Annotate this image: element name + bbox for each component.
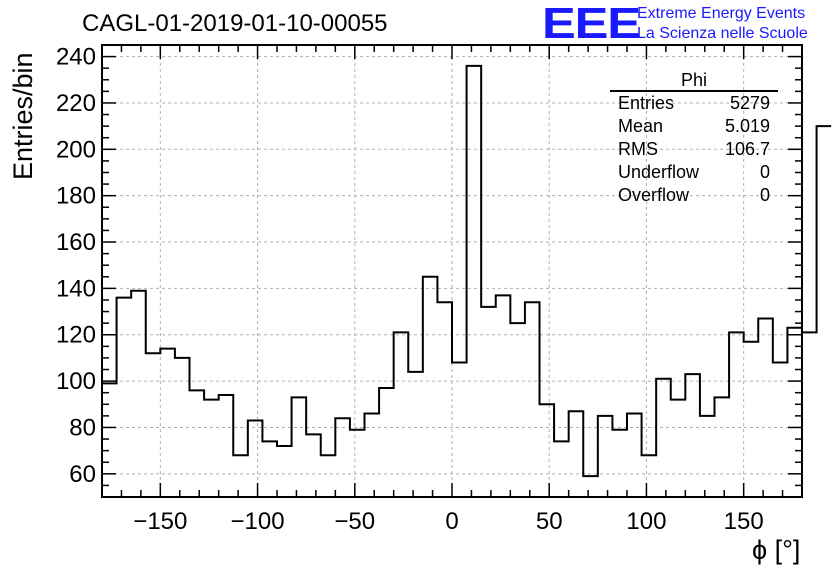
histogram-bin xyxy=(102,383,117,497)
histogram-bin xyxy=(394,332,409,497)
x-tick-label: 0 xyxy=(445,508,458,535)
stats-label: Overflow xyxy=(618,185,690,205)
histogram-bin xyxy=(656,379,671,497)
histogram-bin xyxy=(758,319,773,497)
histogram-bin xyxy=(408,372,423,497)
histogram-bin xyxy=(627,414,642,497)
histogram-bin xyxy=(817,126,832,497)
stats-title: Phi xyxy=(610,70,778,92)
histogram-bin xyxy=(685,374,700,497)
histogram-bin xyxy=(467,66,482,497)
histogram-bars xyxy=(102,64,832,497)
histogram-bin xyxy=(510,323,525,497)
stats-label: Underflow xyxy=(618,162,700,182)
x-tick-label: 50 xyxy=(536,508,563,535)
x-axis-label: ϕ [°] xyxy=(752,535,801,565)
histogram-bin xyxy=(262,441,277,497)
stats-row: Underflow 0 xyxy=(610,161,778,184)
histogram-bin xyxy=(583,476,598,497)
y-tick-label: 80 xyxy=(69,414,96,441)
histogram-bin xyxy=(233,455,248,497)
chart-title: CAGL-01-2019-01-10-00055 xyxy=(82,10,388,37)
histogram-bin xyxy=(525,302,540,497)
y-tick-label: 220 xyxy=(56,90,96,117)
histogram-bin xyxy=(671,400,686,497)
histogram-bin xyxy=(379,388,394,497)
x-tick-label: −50 xyxy=(334,508,375,535)
histogram-bin xyxy=(350,430,365,497)
histogram-bin xyxy=(437,302,452,497)
y-axis-label: Entries/bin xyxy=(8,52,38,180)
histogram-bin xyxy=(452,363,467,497)
stats-value: 5.019 xyxy=(724,116,770,136)
y-tick-label: 160 xyxy=(56,229,96,256)
histogram-bin xyxy=(481,307,496,497)
stats-value: 0 xyxy=(759,185,770,205)
histogram-bin xyxy=(292,397,307,497)
histogram-bin xyxy=(117,298,132,497)
x-tick-label: 100 xyxy=(626,508,666,535)
stats-value: 5279 xyxy=(729,93,770,113)
eee-logo: EEE xyxy=(542,0,641,48)
stats-value: 0 xyxy=(759,162,770,182)
histogram-bin xyxy=(131,291,146,497)
histogram-bin xyxy=(306,434,321,497)
histogram-bin xyxy=(146,353,161,497)
histogram-bin xyxy=(540,404,555,497)
histogram-bin xyxy=(715,397,730,497)
histogram-bin xyxy=(190,390,205,497)
logo-caption-line2: La Scienza nelle Scuole xyxy=(637,25,808,42)
x-tick-label: 150 xyxy=(724,508,764,535)
histogram-bin xyxy=(598,416,613,497)
histogram-bin xyxy=(642,455,657,497)
logo-caption: Extreme Energy Events La Scienza nelle S… xyxy=(637,4,808,44)
histogram-bin xyxy=(219,395,234,497)
stats-row: Overflow 0 xyxy=(610,184,778,207)
histogram-bin xyxy=(554,441,569,497)
y-tick-label: 100 xyxy=(56,368,96,395)
y-tick-label: 200 xyxy=(56,136,96,163)
histogram-bin xyxy=(729,332,744,497)
histogram-bin xyxy=(277,446,292,497)
y-tick-label: 240 xyxy=(56,44,96,71)
stats-value: 106.7 xyxy=(724,139,770,159)
histogram-bin xyxy=(248,421,263,497)
stats-row: Entries 5279 xyxy=(610,92,778,115)
histogram-outline xyxy=(102,64,832,478)
histogram-bin xyxy=(321,455,336,497)
histogram-bin xyxy=(423,277,438,497)
histogram-bin xyxy=(612,430,627,497)
y-tick-label: 140 xyxy=(56,275,96,302)
histogram-bin xyxy=(700,416,715,497)
histogram-bin xyxy=(204,400,219,497)
histogram-bin xyxy=(365,414,380,497)
histogram-bin xyxy=(496,295,511,497)
histogram-bin xyxy=(335,418,350,497)
stats-label: Entries xyxy=(618,93,675,113)
y-tick-label: 180 xyxy=(56,183,96,210)
logo-caption-line1: Extreme Energy Events xyxy=(637,5,806,22)
x-tick-label: −100 xyxy=(231,508,285,535)
stats-label: Mean xyxy=(618,116,664,136)
stats-row: RMS 106.7 xyxy=(610,138,778,161)
histogram-bin xyxy=(773,363,788,497)
stats-label: RMS xyxy=(618,139,658,159)
y-tick-label: 120 xyxy=(56,322,96,349)
stats-box: Phi Entries 5279 Mean 5.019 RMS 106.7 Under… xyxy=(610,70,778,207)
histogram-bin xyxy=(160,349,175,497)
histogram-bin xyxy=(802,332,817,497)
histogram-bin xyxy=(569,411,584,497)
histogram-bin xyxy=(787,328,802,497)
y-tick-label: 60 xyxy=(69,461,96,488)
axes: −150 −100 −50 0 50 100 150 60 80 100 120 140 160 180 2… xyxy=(56,44,803,535)
stats-row: Mean 5.019 xyxy=(610,115,778,138)
x-tick-label: −150 xyxy=(133,508,187,535)
